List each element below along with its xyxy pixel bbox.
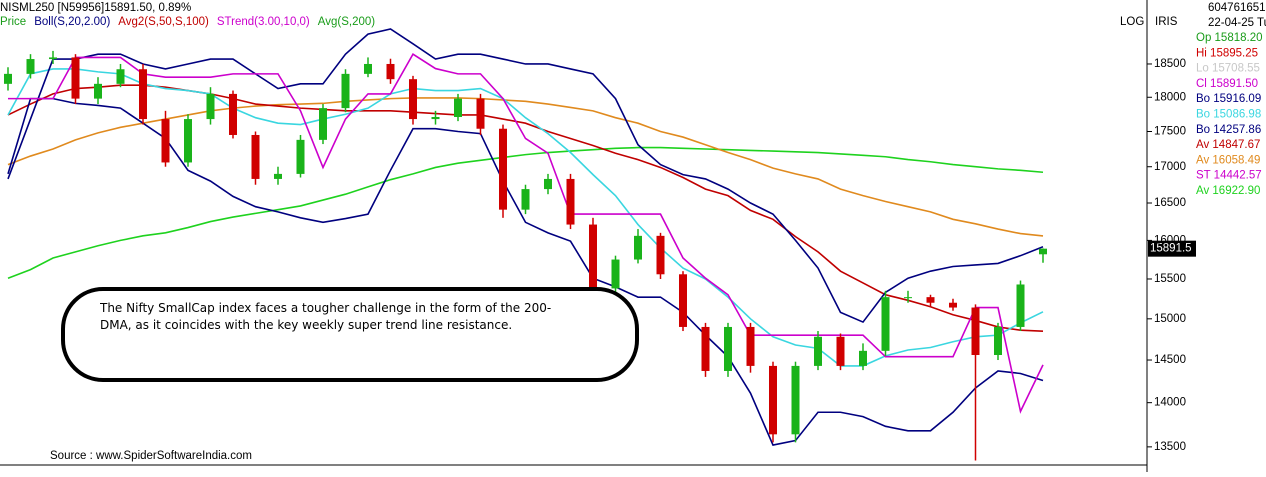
legend-entry: Boll(S,20,2.00)	[34, 16, 110, 28]
candle-body	[521, 189, 530, 210]
date-info: 22-04-25 Tu	[1208, 17, 1266, 29]
candle-body	[1016, 284, 1025, 327]
indicator-line	[7, 68, 1044, 367]
candle-body	[971, 307, 980, 356]
y-tick-label: 17000	[1154, 161, 1186, 173]
candle-body	[791, 365, 800, 435]
candle-body	[206, 93, 215, 120]
candle-body	[409, 79, 417, 120]
candle-body	[1039, 248, 1047, 255]
y-tick-label: 13500	[1154, 441, 1186, 453]
info-entry: Bo 14257.86	[1196, 124, 1261, 136]
candle-body	[116, 69, 125, 84]
indicator-line	[7, 97, 1044, 237]
candle-body	[94, 83, 102, 99]
candle-body	[4, 73, 12, 84]
y-tick-label: 18500	[1154, 58, 1186, 70]
candle-body	[566, 178, 575, 225]
legend-entry: Price	[0, 16, 26, 28]
candle-body	[679, 274, 687, 327]
candle-body	[724, 326, 732, 371]
candle-body	[274, 173, 282, 179]
candle-body	[251, 134, 260, 179]
info-entry: Lo 15708.55	[1196, 63, 1260, 75]
candle-body	[769, 365, 777, 435]
candle-body	[544, 178, 552, 190]
candle-body	[184, 119, 192, 163]
annotation: The Nifty SmallCap index faces a tougher…	[100, 301, 552, 332]
annotation-container: The Nifty SmallCap index faces a tougher…	[100, 301, 552, 332]
candle-body	[229, 93, 237, 135]
info-entry: Op 15818.20	[1196, 32, 1263, 44]
volume-info: 6047616512	[1208, 2, 1266, 14]
candle-body	[476, 98, 485, 129]
candle-body	[994, 326, 1002, 356]
candle-body	[139, 69, 147, 120]
indicator-line	[7, 28, 1044, 324]
candle-body	[296, 139, 305, 174]
candle-body	[814, 336, 822, 366]
last-price-box	[1148, 240, 1196, 257]
y-tick-label: 15000	[1154, 313, 1186, 325]
candle-body	[836, 336, 845, 366]
candle-body	[904, 297, 912, 299]
info-entry: Hi 15895.25	[1196, 47, 1258, 59]
candle-body	[71, 57, 80, 99]
y-tick-label: 14000	[1154, 397, 1186, 409]
plot-area	[4, 28, 1047, 461]
indicator-line	[7, 146, 1044, 279]
last-price-label: 15891.5	[1150, 243, 1192, 255]
indicator-line	[7, 97, 1044, 446]
candle-body	[161, 119, 170, 163]
y-tick-label: 14500	[1154, 354, 1186, 366]
legend-entry: Avg(S,200)	[318, 16, 375, 28]
candle-body	[926, 297, 935, 303]
candle-body	[499, 128, 507, 210]
candle-body	[386, 63, 395, 80]
info-entry: Cl 15891.50	[1196, 78, 1258, 90]
y-tick-label: 15500	[1154, 273, 1186, 285]
candle-body	[431, 117, 440, 120]
scale-label: LOG	[1120, 16, 1144, 28]
chart-title: NISML250 [N59956]15891.50, 0.89%	[0, 2, 191, 14]
candle-body	[589, 224, 597, 289]
candle-body	[881, 297, 890, 351]
candle-body	[949, 302, 957, 308]
info-entry: ST 14442.57	[1196, 170, 1262, 182]
indicator-line	[8, 53, 1044, 414]
candle-body	[859, 350, 867, 366]
info-entry: Av 14847.67	[1196, 139, 1260, 151]
y-tick-label: 18000	[1154, 91, 1186, 103]
legend-entry: Avg2(S,50,S,100)	[118, 16, 209, 28]
indicator-label: IRIS	[1155, 16, 1178, 28]
y-tick-label: 16000	[1154, 234, 1186, 246]
source: Source : www.SpiderSoftwareIndia.com	[50, 450, 252, 462]
candle-body	[746, 326, 755, 366]
info-panel: 15891.5 Op 15818.20 Hi 15895.25 Lo 15708.55…	[1148, 32, 1263, 257]
annotation-box	[61, 287, 639, 382]
candle-body	[634, 235, 642, 260]
info-entry: Bo 15916.09	[1196, 93, 1261, 105]
info-entry: Bo 15086.98	[1196, 109, 1261, 121]
info-entry: Av 16922.90	[1196, 185, 1260, 197]
candle-body	[26, 59, 35, 74]
candle-body	[341, 73, 350, 109]
candle-body	[611, 259, 620, 289]
y-tick-label: 16500	[1154, 197, 1186, 209]
candle-body	[701, 326, 710, 371]
candle-body	[49, 57, 57, 60]
candle-body	[454, 98, 462, 118]
info-entry: Av 16058.49	[1196, 154, 1260, 166]
legend-entry: STrend(3.00,10,0)	[217, 16, 310, 28]
candle-body	[364, 63, 372, 74]
y-tick-label: 17500	[1154, 126, 1186, 138]
candle-body	[656, 235, 665, 275]
candle-body	[319, 108, 327, 140]
